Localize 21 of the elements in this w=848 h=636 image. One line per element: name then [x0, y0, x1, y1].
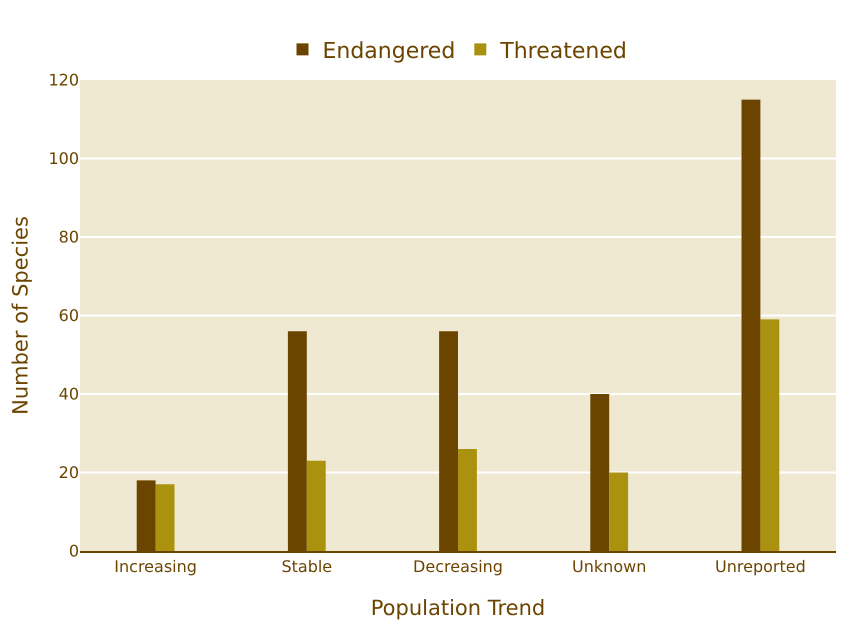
y-tick-label: 100 — [48, 149, 79, 168]
bar — [609, 472, 628, 551]
y-tick-label: 40 — [58, 384, 79, 404]
bar — [458, 448, 477, 551]
x-tick-label: Unreported — [715, 557, 806, 576]
legend-label: Threatened — [499, 38, 627, 64]
bar — [306, 460, 326, 551]
legend-label: Endangered — [322, 38, 456, 64]
y-tick-label: 60 — [58, 306, 79, 326]
x-axis-title: Population Trend — [370, 596, 546, 620]
bar — [760, 319, 780, 551]
x-tick-label: Unknown — [572, 557, 646, 576]
y-tick-label: 20 — [58, 463, 79, 482]
y-tick-label: 120 — [48, 70, 79, 90]
x-tick-label: Stable — [281, 557, 332, 576]
x-tick-label: Increasing — [114, 557, 197, 576]
y-tick-label: 80 — [58, 228, 79, 247]
y-tick-label: 0 — [68, 542, 79, 561]
y-axis-title: Number of Species — [8, 216, 33, 415]
x-tick-label: Decreasing — [413, 557, 503, 576]
bar — [156, 484, 174, 551]
